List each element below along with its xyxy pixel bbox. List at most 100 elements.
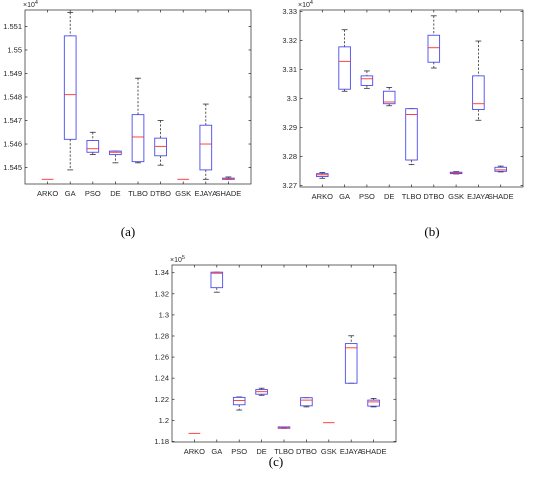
x-tick-label: PSO	[231, 447, 247, 456]
chart-panel-a: ×104 1.545 1.546 1.547 1.548 1.549 1.55 1.551 AR…	[3, 0, 252, 198]
box-dtbo	[427, 15, 441, 69]
caption-a: (a)	[120, 224, 136, 239]
x-tick-label: ARKO	[37, 189, 58, 198]
caption-b: (b)	[424, 224, 440, 239]
x-tick-label: DE	[110, 189, 120, 198]
box-body	[63, 35, 77, 140]
box-shade	[367, 398, 380, 408]
x-tick-label: EJAYA	[467, 192, 490, 201]
y-tick-label: 1.24	[154, 374, 169, 383]
y-tick-label: 3.28	[282, 152, 297, 161]
box-pso	[86, 131, 100, 156]
box-body	[472, 75, 485, 110]
box-body	[427, 34, 441, 63]
box-de	[109, 150, 122, 164]
box-body	[300, 397, 313, 407]
box-tlbo	[405, 108, 418, 166]
y-tick-label: 1.545	[3, 163, 22, 172]
box-pso	[232, 396, 246, 411]
x-tick-label: ARKO	[184, 447, 205, 456]
box-body	[360, 75, 374, 86]
box-body	[199, 124, 213, 171]
box-ejaya	[199, 103, 213, 180]
x-tick-label: DE	[384, 192, 394, 201]
box-pso	[360, 70, 374, 89]
box-body	[232, 396, 246, 406]
x-tick-label: SHADE	[361, 447, 387, 456]
y-tick-label: 1.2	[159, 416, 169, 425]
chart-panel-c: ×105 1.18 1.2 1.22 1.24 1.26 1.28 1.3 1.32 1.34 AR…	[154, 255, 397, 456]
x-tick-label: TLBO	[274, 447, 294, 456]
box-body	[338, 46, 351, 90]
y-tick-label: 1.32	[154, 289, 169, 298]
box-arko	[316, 172, 329, 179]
box-tlbo	[277, 426, 291, 429]
x-tick-label: EJAYA	[340, 447, 363, 456]
x-tick-label: PSO	[85, 189, 101, 198]
x-tick-label: GA	[339, 192, 350, 201]
box-ga	[210, 271, 224, 293]
box-ejaya	[344, 335, 358, 384]
x-tick-label: PSO	[359, 192, 375, 201]
x-tick-label: GSK	[448, 192, 464, 201]
y-tick-label: 1.3	[159, 310, 169, 319]
axis-multiplier: ×104	[23, 0, 38, 9]
box-body	[210, 271, 224, 289]
box-dtbo	[300, 397, 313, 408]
x-tick-label: SHADE	[215, 189, 241, 198]
box-body	[109, 150, 122, 156]
box-de	[255, 387, 268, 396]
x-tick-label: ARKO	[312, 192, 333, 201]
x-tick-label: GA	[211, 447, 222, 456]
x-tick-label: GSK	[321, 447, 337, 456]
y-tick-label: 1.34	[154, 268, 169, 277]
box-ga	[63, 11, 77, 171]
box-body	[494, 166, 507, 172]
x-tick-label: EJAYA	[194, 189, 217, 198]
x-tick-label: GSK	[175, 189, 191, 198]
box-body	[344, 343, 358, 384]
box-body	[382, 90, 396, 105]
axis-multiplier: ×105	[170, 255, 185, 264]
box-body	[367, 399, 380, 407]
y-tick-label: 1.55	[7, 45, 22, 54]
y-tick-label: 3.3	[287, 94, 297, 103]
y-tick-label: 1.548	[3, 93, 22, 102]
y-tick-label: 3.33	[282, 7, 297, 16]
box-shade	[222, 176, 235, 180]
x-tick-label: SHADE	[488, 192, 514, 201]
box-body	[154, 137, 167, 157]
box-body	[131, 114, 145, 163]
y-tick-label: 1.28	[154, 331, 169, 340]
caption-c: (c)	[268, 454, 284, 469]
y-tick-label: 1.22	[154, 395, 169, 404]
box-body	[86, 140, 100, 153]
x-tick-label: DTBO	[423, 192, 444, 201]
x-tick-label: TLBO	[402, 192, 422, 201]
y-tick-label: 1.547	[3, 116, 22, 125]
box-ga	[338, 29, 351, 92]
y-tick-label: 3.27	[282, 181, 297, 190]
box-gsk	[449, 171, 463, 175]
axis-multiplier: ×104	[298, 0, 313, 9]
box-dtbo	[154, 120, 167, 166]
plot-frame	[171, 264, 397, 443]
box-shade	[494, 165, 507, 173]
y-tick-label: 3.29	[282, 123, 297, 132]
box-tlbo	[131, 77, 145, 164]
box-de	[382, 87, 396, 107]
plot-frame	[24, 9, 252, 185]
y-tick-label: 3.32	[282, 36, 297, 45]
x-tick-label: GA	[65, 189, 76, 198]
y-tick-label: 1.546	[3, 140, 22, 149]
y-tick-label: 1.26	[154, 353, 169, 362]
y-tick-label: 3.31	[282, 65, 297, 74]
x-tick-label: TLBO	[128, 189, 148, 198]
x-tick-label: DTBO	[296, 447, 317, 456]
box-ejaya	[472, 40, 485, 121]
y-tick-label: 1.549	[3, 69, 22, 78]
y-tick-label: 1.551	[3, 22, 22, 31]
chart-panel-b: ×104 3.27 3.28 3.29 3.3 3.31 3.32 3.33 ARKO GA PSO…	[282, 0, 524, 201]
x-tick-label: DTBO	[150, 189, 171, 198]
plot-frame	[299, 9, 524, 188]
